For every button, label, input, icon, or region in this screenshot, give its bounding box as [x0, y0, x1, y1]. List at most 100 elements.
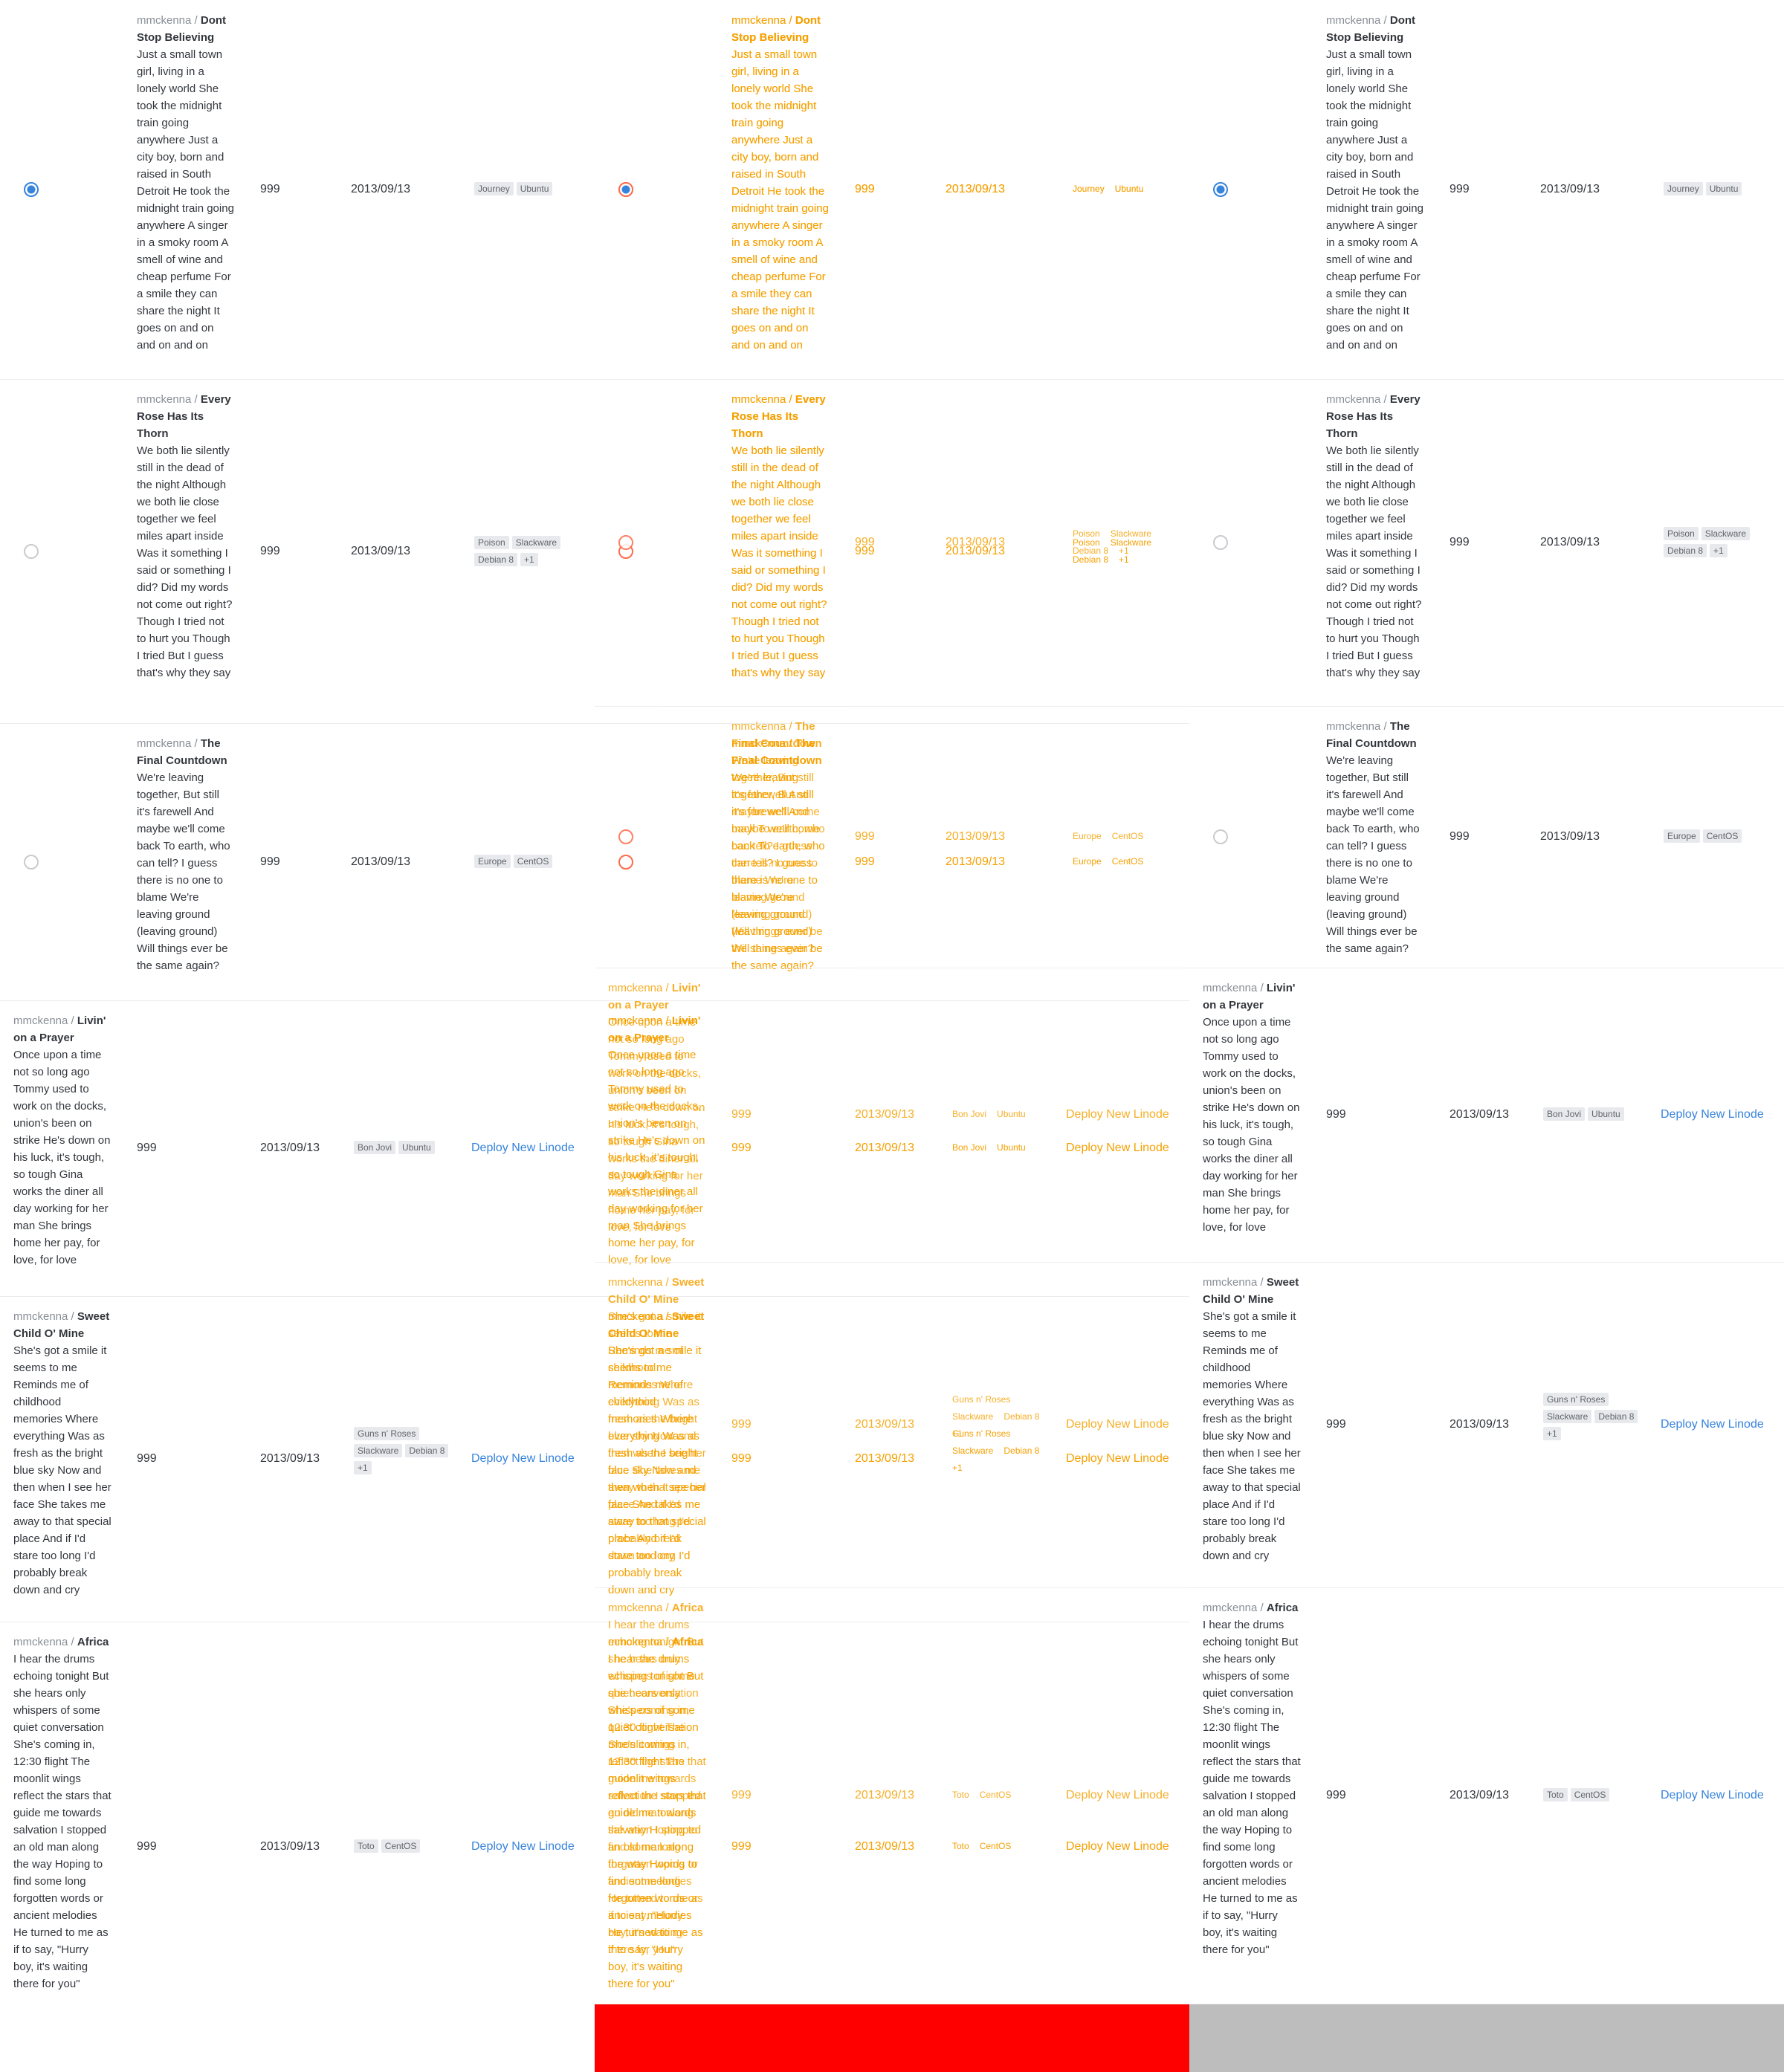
tag-chip[interactable]: CentOS [979, 1841, 1012, 1851]
tag-chip[interactable]: Journey [1073, 184, 1105, 194]
tag-chip[interactable]: CentOS [381, 1839, 421, 1853]
tag-chip[interactable]: Slackware [1110, 537, 1152, 548]
tag-chip[interactable]: Slackware [354, 1444, 403, 1457]
tag-chip[interactable]: Journey [474, 182, 514, 195]
table-row[interactable]: mmckenna / Livin' on a Prayer Once upon a… [595, 968, 1189, 1263]
table-row[interactable]: mmckenna / The Final Countdown We're leav… [0, 723, 595, 1001]
tag-chip[interactable]: Debian 8 [1664, 544, 1707, 557]
tag-chip[interactable]: Slackware [952, 1445, 994, 1456]
tag-chip[interactable]: Toto [952, 1841, 969, 1851]
tag-chip[interactable]: Ubuntu [516, 182, 553, 195]
tag-chip[interactable]: Ubuntu [1114, 184, 1144, 194]
row-title[interactable]: Africa [671, 1636, 704, 1648]
row-title[interactable]: Africa [77, 1636, 109, 1648]
tag-chip[interactable]: Journey [1073, 184, 1105, 194]
tag-chip[interactable]: Debian 8 [1594, 1410, 1638, 1423]
row-title[interactable]: The Final Countdown [731, 737, 822, 767]
tag-chip[interactable]: CentOS [513, 854, 553, 868]
tag-chip[interactable]: Ubuntu [997, 1109, 1026, 1119]
row-title[interactable]: Dont Stop Believing [731, 14, 821, 44]
tag-chip[interactable]: Bon Jovi [952, 1142, 987, 1153]
row-title[interactable]: Every Rose Has Its Thorn [731, 393, 826, 440]
table-row[interactable]: mmckenna / Africa I hear the drums echoin… [595, 1587, 1189, 2004]
row-title[interactable]: The Final Countdown [137, 737, 227, 767]
tag-chip[interactable]: Debian 8 [1073, 545, 1109, 556]
row-title[interactable]: The Final Countdown [1326, 720, 1417, 750]
table-row[interactable]: mmckenna / The Final Countdown We're leav… [1189, 706, 1784, 968]
deploy-new-linode-link[interactable]: Deploy New Linode [1661, 1108, 1764, 1121]
tag-chip[interactable]: Europe [1664, 829, 1700, 843]
tag-overflow-chip[interactable]: +1 [1710, 544, 1728, 557]
row-title[interactable]: Dont Stop Believing [137, 14, 227, 44]
table-row[interactable]: mmckenna / Every Rose Has Its Thorn We bo… [1189, 379, 1784, 707]
tag-chip[interactable]: CentOS [979, 1790, 1012, 1800]
table-row[interactable]: mmckenna / The Final Countdown We're leav… [595, 706, 1189, 968]
row-title[interactable]: Livin' on a Prayer [608, 982, 701, 1011]
tag-chip[interactable]: Slackware [1110, 528, 1152, 539]
table-row[interactable]: mmckenna / Every Rose Has Its Thorn We bo… [595, 379, 1189, 724]
row-title[interactable]: Livin' on a Prayer [13, 1014, 106, 1044]
deploy-new-linode-link[interactable]: Deploy New Linode [1066, 1142, 1169, 1154]
row-title[interactable]: Africa [671, 1602, 704, 1614]
tag-chip[interactable]: CentOS [1111, 831, 1144, 841]
row-title[interactable]: Africa [1266, 1602, 1299, 1614]
table-row[interactable]: mmckenna / Dont Stop Believing Just a sma… [595, 0, 1189, 380]
tag-chip[interactable]: Debian 8 [1003, 1411, 1040, 1422]
table-row[interactable]: mmckenna / Sweet Child O' Mine She's got … [1189, 1262, 1784, 1588]
tag-chip[interactable]: Ubuntu [997, 1142, 1026, 1153]
deploy-new-linode-link[interactable]: Deploy New Linode [1066, 1108, 1169, 1121]
tag-chip[interactable]: Poison [1073, 528, 1100, 539]
tag-chip[interactable]: CentOS [1111, 855, 1144, 867]
tag-overflow-chip[interactable]: +1 [354, 1461, 372, 1474]
row-select-radio[interactable] [1213, 535, 1228, 550]
table-row[interactable]: mmckenna / Africa I hear the drums echoin… [0, 1622, 595, 2072]
tag-chip[interactable]: Toto [952, 1790, 969, 1800]
tag-chip[interactable]: Toto [1543, 1788, 1568, 1801]
tag-overflow-chip[interactable]: +1 [1119, 554, 1129, 565]
row-title[interactable]: Livin' on a Prayer [1203, 982, 1296, 1011]
deploy-new-linode-link[interactable]: Deploy New Linode [1066, 1452, 1169, 1465]
deploy-new-linode-link[interactable]: Deploy New Linode [1661, 1418, 1764, 1431]
tag-chip[interactable]: Ubuntu [1705, 182, 1742, 195]
table-row[interactable]: mmckenna / Livin' on a Prayer Once upon a… [595, 1000, 1189, 1297]
row-title[interactable]: Sweet Child O' Mine [608, 1276, 705, 1306]
tag-chip[interactable]: Guns n' Roses [952, 1428, 1011, 1439]
row-title[interactable]: Livin' on a Prayer [608, 1014, 701, 1044]
tag-chip[interactable]: Guns n' Roses [1543, 1393, 1609, 1406]
table-row[interactable]: mmckenna / Livin' on a Prayer Once upon a… [1189, 968, 1784, 1263]
table-row[interactable]: mmckenna / Sweet Child O' Mine She's got … [595, 1262, 1189, 1588]
tag-chip[interactable]: Journey [1664, 182, 1703, 195]
table-row[interactable]: mmckenna / Sweet Child O' Mine She's got … [595, 1296, 1189, 1622]
tag-chip[interactable]: Europe [474, 854, 511, 868]
tag-overflow-chip[interactable]: +1 [1119, 545, 1129, 556]
tag-chip[interactable]: Debian 8 [474, 552, 518, 566]
tag-chip[interactable]: Poison [474, 535, 509, 549]
deploy-new-linode-link[interactable]: Deploy New Linode [471, 1840, 575, 1853]
tag-chip[interactable]: Toto [354, 1839, 378, 1853]
deploy-new-linode-link[interactable]: Deploy New Linode [1066, 1789, 1169, 1801]
table-row[interactable]: mmckenna / Africa I hear the drums echoin… [1189, 1587, 1784, 2004]
table-row[interactable]: mmckenna / Dont Stop Believing Just a sma… [1189, 0, 1784, 380]
table-row[interactable]: mmckenna / Africa I hear the drums echoin… [595, 1622, 1189, 2072]
tag-chip[interactable]: Poison [1664, 527, 1699, 540]
tag-chip[interactable]: Debian 8 [1003, 1445, 1040, 1456]
table-row[interactable]: mmckenna / Every Rose Has Its Thorn We bo… [595, 379, 1189, 707]
tag-chip[interactable]: Slackware [511, 535, 561, 549]
row-select-radio[interactable] [1213, 829, 1228, 844]
tag-overflow-chip[interactable]: +1 [952, 1463, 963, 1473]
deploy-new-linode-link[interactable]: Deploy New Linode [471, 1142, 575, 1154]
tag-chip[interactable]: Debian 8 [1073, 554, 1109, 565]
tag-chip[interactable]: Slackware [1701, 527, 1751, 540]
deploy-new-linode-link[interactable]: Deploy New Linode [471, 1452, 575, 1465]
tag-chip[interactable]: CentOS [1570, 1788, 1610, 1801]
tag-chip[interactable]: Bon Jovi [1543, 1107, 1586, 1121]
tag-chip[interactable]: CentOS [1702, 829, 1742, 843]
row-select-radio[interactable] [618, 829, 633, 844]
tag-chip[interactable]: Slackware [1543, 1410, 1592, 1423]
row-select-radio[interactable] [618, 182, 633, 197]
table-row[interactable]: mmckenna / Livin' on a Prayer Once upon a… [0, 1000, 595, 1297]
table-row[interactable]: mmckenna / The Final Countdown We're leav… [595, 723, 1189, 1001]
table-row[interactable]: mmckenna / Every Rose Has Its Thorn We bo… [0, 379, 595, 724]
tag-chip[interactable]: Bon Jovi [952, 1109, 987, 1119]
row-select-radio[interactable] [24, 543, 39, 559]
